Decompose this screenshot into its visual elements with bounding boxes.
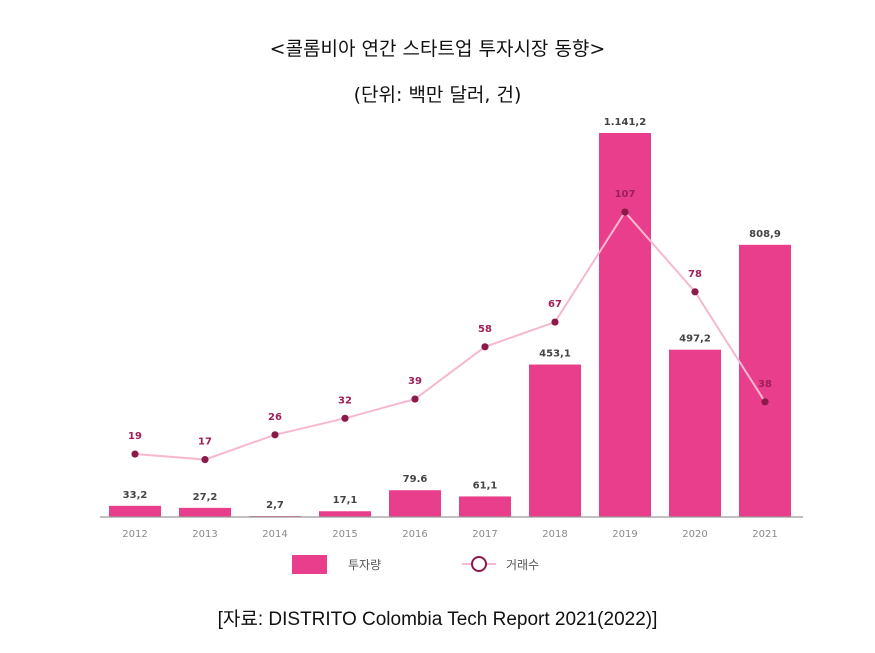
- deal-point-2015: [341, 415, 348, 422]
- deal-label-2017: 58: [478, 324, 492, 335]
- deal-point-2014: [271, 431, 278, 438]
- legend-bar-label: 투자량: [348, 558, 381, 572]
- deal-point-2016: [411, 395, 418, 402]
- legend: 투자량 거래수: [292, 555, 539, 574]
- source-note: [자료: DISTRITO Colombia Tech Report 2021(…: [0, 604, 875, 631]
- deal-point-2013: [201, 456, 208, 463]
- legend-line-marker: [472, 557, 486, 571]
- bar-label-2021: 808,9: [749, 229, 781, 240]
- deal-point-2021: [761, 398, 768, 405]
- x-tick-2012: 2012: [122, 529, 147, 540]
- bar-2018: [529, 365, 581, 517]
- x-tick-2017: 2017: [472, 529, 497, 540]
- deal-label-2015: 32: [338, 395, 352, 406]
- bar-label-2020: 497,2: [679, 334, 711, 345]
- deal-label-2019: 107: [615, 189, 636, 200]
- deal-label-2020: 78: [688, 269, 702, 280]
- deal-point-2018: [551, 318, 558, 325]
- bar-2020: [669, 350, 721, 517]
- legend-bar-swatch: [292, 555, 327, 574]
- bar-label-2016: 79.6: [403, 474, 428, 485]
- x-tick-2018: 2018: [542, 529, 567, 540]
- deal-label-2012: 19: [128, 431, 142, 442]
- x-tick-2013: 2013: [192, 529, 217, 540]
- bar-2012: [109, 506, 161, 517]
- x-tick-2015: 2015: [332, 529, 357, 540]
- bar-label-2015: 17,1: [333, 495, 358, 506]
- deal-label-2018: 67: [548, 299, 562, 310]
- deal-label-2013: 17: [198, 437, 212, 448]
- x-tick-2014: 2014: [262, 529, 287, 540]
- x-tick-2021: 2021: [752, 529, 777, 540]
- bar-label-2019: 1.141,2: [604, 117, 646, 128]
- bar-label-2014: 2,7: [266, 500, 284, 511]
- x-tick-2016: 2016: [402, 529, 427, 540]
- x-tick-2020: 2020: [682, 529, 707, 540]
- bar-label-2012: 33,2: [123, 490, 148, 501]
- deal-label-2014: 26: [268, 412, 282, 423]
- deal-point-2020: [691, 288, 698, 295]
- legend-line-label: 거래수: [506, 558, 539, 572]
- deal-label-2021: 38: [758, 379, 772, 390]
- bar-2017: [459, 496, 511, 517]
- bar-label-2017: 61,1: [473, 480, 498, 491]
- deal-point-2012: [131, 450, 138, 457]
- deal-point-2017: [481, 343, 488, 350]
- bar-2013: [179, 508, 231, 517]
- bar-2015: [319, 511, 371, 517]
- bar-2016: [389, 490, 441, 517]
- bar-label-2013: 27,2: [193, 492, 218, 503]
- x-tick-2019: 2019: [612, 529, 637, 540]
- deal-label-2016: 39: [408, 376, 422, 387]
- deal-point-2019: [621, 208, 628, 215]
- chart-area: 33,2 27,2 2,7 17,1 79.6 61,1 453,1 1.141,2 497,2…: [0, 0, 875, 653]
- bar-label-2018: 453,1: [539, 349, 571, 360]
